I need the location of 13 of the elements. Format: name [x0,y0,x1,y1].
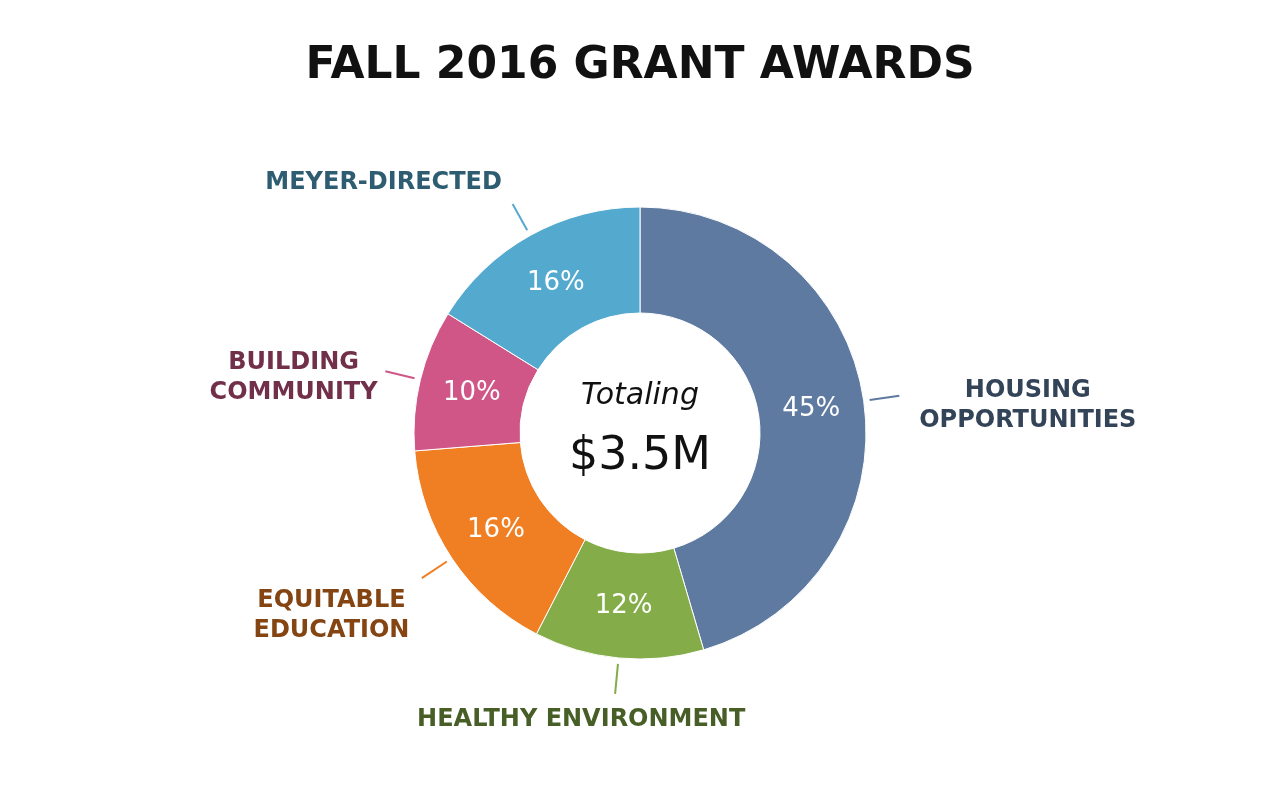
data-label: 10% [442,376,501,407]
data-label: 16% [467,512,525,543]
data-label: 12% [594,589,653,620]
text: $3.5M [568,426,712,480]
slice-label: HOUSING OPPORTUNITIES [919,375,1137,434]
data-label: 16% [526,265,585,296]
slice-label: MEYER-DIRECTED [265,167,502,196]
slice-label: BUILDING COMMUNITY [209,346,379,405]
chart-title: FALL 2016 GRANT AWARDS [305,37,975,88]
text: Totaling [581,376,699,411]
data-label: 45% [782,392,841,423]
slice-label: HEALTHY ENVIRONMENT [417,703,746,732]
slice-label: EQUITABLE EDUCATION [253,585,410,644]
